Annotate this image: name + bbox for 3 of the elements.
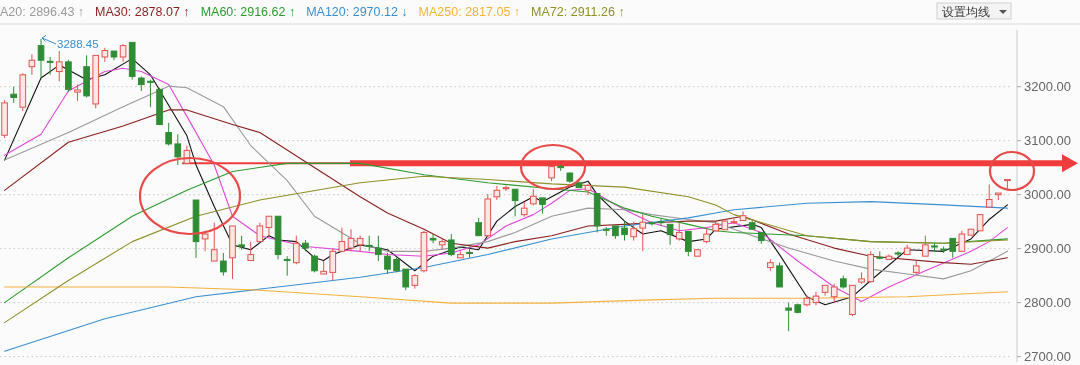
legend: A20: 2896.43 ↑ MA30: 2878.07 ↑ MA60: 2916.62 ↑ MA120: 2970.12 ↓ MA250: 2817.05 ↑ MA72: 2911.26 ↑ [0, 5, 625, 19]
annotation: 3288.45 [57, 37, 99, 50]
annotation: 3288.45 [41, 34, 99, 50]
